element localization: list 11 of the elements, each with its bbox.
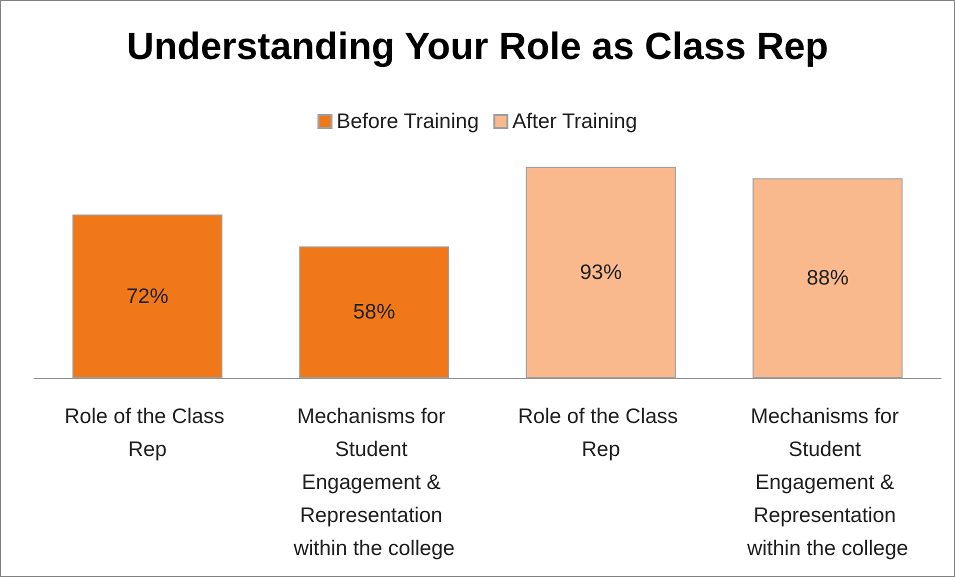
data-label: 88% [806,266,849,290]
chart-title: Understanding Your Role as Class Rep [126,26,828,68]
x-tick-label: Role of the Class Rep [518,405,684,461]
data-label: 58% [353,300,396,324]
legend-label: Before Training [336,110,479,133]
data-label: 93% [580,260,622,284]
x-tick-label: Role of the Class Rep [64,405,230,461]
x-tick-label: Mechanisms for Student Engagement & Representation within the college [746,405,908,560]
data-label: 72% [126,284,168,308]
x-tick-label: Mechanisms for Student Engagement & Representation within the college [292,405,455,560]
legend-label: After Training [512,110,638,133]
